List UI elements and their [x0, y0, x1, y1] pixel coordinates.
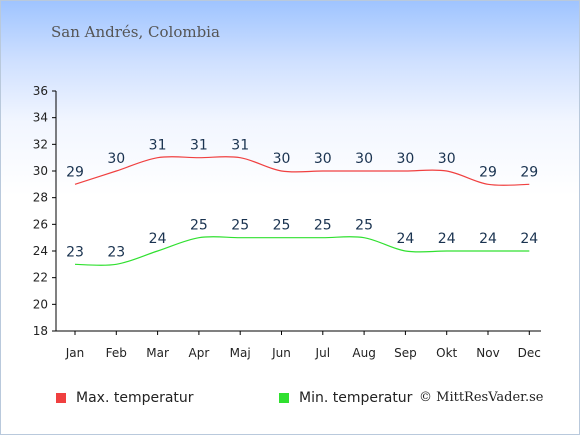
y-tick-label: 18	[33, 324, 48, 338]
min-data-label: 24	[149, 231, 167, 247]
legend-min-swatch	[279, 393, 289, 403]
max-data-label: 30	[438, 151, 456, 167]
max-data-label: 30	[355, 151, 373, 167]
x-tick-label: Dec	[518, 346, 541, 360]
max-data-label: 31	[149, 138, 167, 154]
legend-max: Max. temperatur	[56, 390, 194, 406]
min-data-label: 23	[107, 244, 125, 260]
min-data-label: 25	[355, 218, 373, 234]
min-data-label: 23	[66, 244, 84, 260]
legend-min: Min. temperatur	[279, 390, 412, 406]
max-data-label: 29	[66, 164, 84, 180]
y-tick-label: 28	[33, 191, 48, 205]
x-tick-label: Sep	[394, 346, 417, 360]
x-tick-label: Jul	[315, 346, 330, 360]
max-data-label: 30	[396, 151, 414, 167]
max-data-label: 29	[479, 164, 497, 180]
x-tick-label: Maj	[230, 346, 251, 360]
max-data-label: 31	[231, 138, 249, 154]
min-data-label: 25	[190, 218, 208, 234]
y-tick-label: 24	[33, 244, 48, 258]
min-data-label: 25	[314, 218, 332, 234]
min-data-label: 24	[479, 231, 497, 247]
x-tick-label: Okt	[436, 346, 457, 360]
x-tick-label: Feb	[106, 346, 127, 360]
x-tick-label: Apr	[189, 346, 210, 360]
y-tick-label: 26	[33, 217, 48, 231]
max-data-label: 29	[520, 164, 538, 180]
min-data-label: 24	[438, 231, 456, 247]
min-data-label: 24	[520, 231, 538, 247]
min-data-label: 25	[273, 218, 291, 234]
legend-min-label: Min. temperatur	[299, 390, 413, 406]
credit-text: © MittResVader.se	[419, 390, 544, 405]
max-data-label: 30	[273, 151, 291, 167]
min-data-label: 24	[396, 231, 414, 247]
max-data-label: 30	[314, 151, 332, 167]
legend-max-label: Max. temperatur	[76, 390, 194, 406]
y-tick-label: 20	[33, 297, 48, 311]
x-tick-label: Aug	[352, 346, 375, 360]
max-data-label: 30	[107, 151, 125, 167]
y-tick-label: 34	[33, 111, 48, 125]
y-tick-label: 22	[33, 271, 48, 285]
series-max-line	[74, 156, 530, 186]
chart-title: San Andrés, Colombia	[51, 23, 220, 41]
max-data-label: 31	[190, 138, 208, 154]
series-min-line	[74, 236, 530, 266]
min-data-label: 25	[231, 218, 249, 234]
x-tick-label: Jun	[271, 346, 291, 360]
legend-max-swatch	[56, 393, 66, 403]
x-tick-label: Jan	[65, 346, 85, 360]
y-tick-label: 32	[33, 137, 48, 151]
y-tick-label: 30	[33, 164, 48, 178]
x-tick-label: Nov	[476, 346, 499, 360]
y-tick-label: 36	[33, 84, 48, 98]
x-tick-label: Mar	[146, 346, 169, 360]
